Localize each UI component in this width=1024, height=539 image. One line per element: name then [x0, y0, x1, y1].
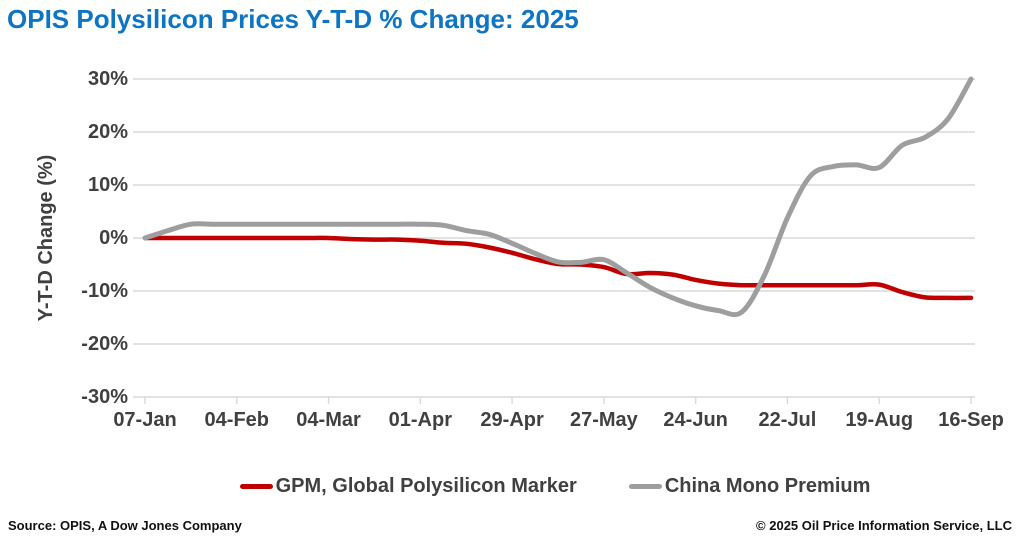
x-tick-label: 19-Aug — [845, 409, 914, 431]
footer: Source: OPIS, A Dow Jones Company © 2025… — [8, 518, 1012, 533]
x-tick-label: 29-Apr — [480, 409, 544, 431]
x-tick-label: 22-Jul — [758, 409, 817, 431]
x-tick-label: 01-Apr — [388, 409, 452, 431]
x-tick-label: 24-Jun — [663, 409, 728, 431]
legend-swatch-icon — [628, 483, 662, 489]
x-tick-label: 07-Jan — [113, 409, 177, 431]
chart-title: OPIS Polysilicon Prices Y-T-D % Change: … — [7, 4, 579, 34]
series-line-china-mono-premium — [142, 76, 974, 318]
y-tick-label: 10% — [87, 174, 128, 196]
legend-label: GPM, Global Polysilicon Marker — [275, 474, 577, 497]
legend-item-gpm: GPM, Global Polysilicon Marker — [239, 474, 577, 498]
legend-swatch-icon — [239, 483, 273, 489]
x-tick-label: 04-Mar — [296, 409, 361, 431]
copyright-note: © 2025 Oil Price Information Service, LL… — [756, 518, 1012, 533]
x-tick-label: 27-May — [569, 409, 638, 431]
legend-label: China Mono Premium — [664, 474, 871, 497]
y-tick-label: -30% — [81, 386, 128, 408]
y-tick-label: -20% — [81, 333, 128, 355]
y-tick-label: 0% — [99, 227, 128, 249]
y-tick-label: 20% — [87, 121, 128, 143]
series-line-gpm — [142, 235, 974, 301]
y-tick-label: -10% — [81, 280, 128, 302]
legend-item-china-mono-premium: China Mono Premium — [628, 474, 871, 498]
x-tick-label: 16-Sep — [938, 409, 1004, 431]
source-note: Source: OPIS, A Dow Jones Company — [8, 518, 242, 533]
y-tick-label: 30% — [87, 68, 128, 90]
y-axis-title: Y-T-D Change (%) — [35, 154, 57, 322]
x-tick-label: 04-Feb — [204, 409, 269, 431]
legend: GPM, Global Polysilicon Marker China Mono… — [135, 472, 975, 500]
